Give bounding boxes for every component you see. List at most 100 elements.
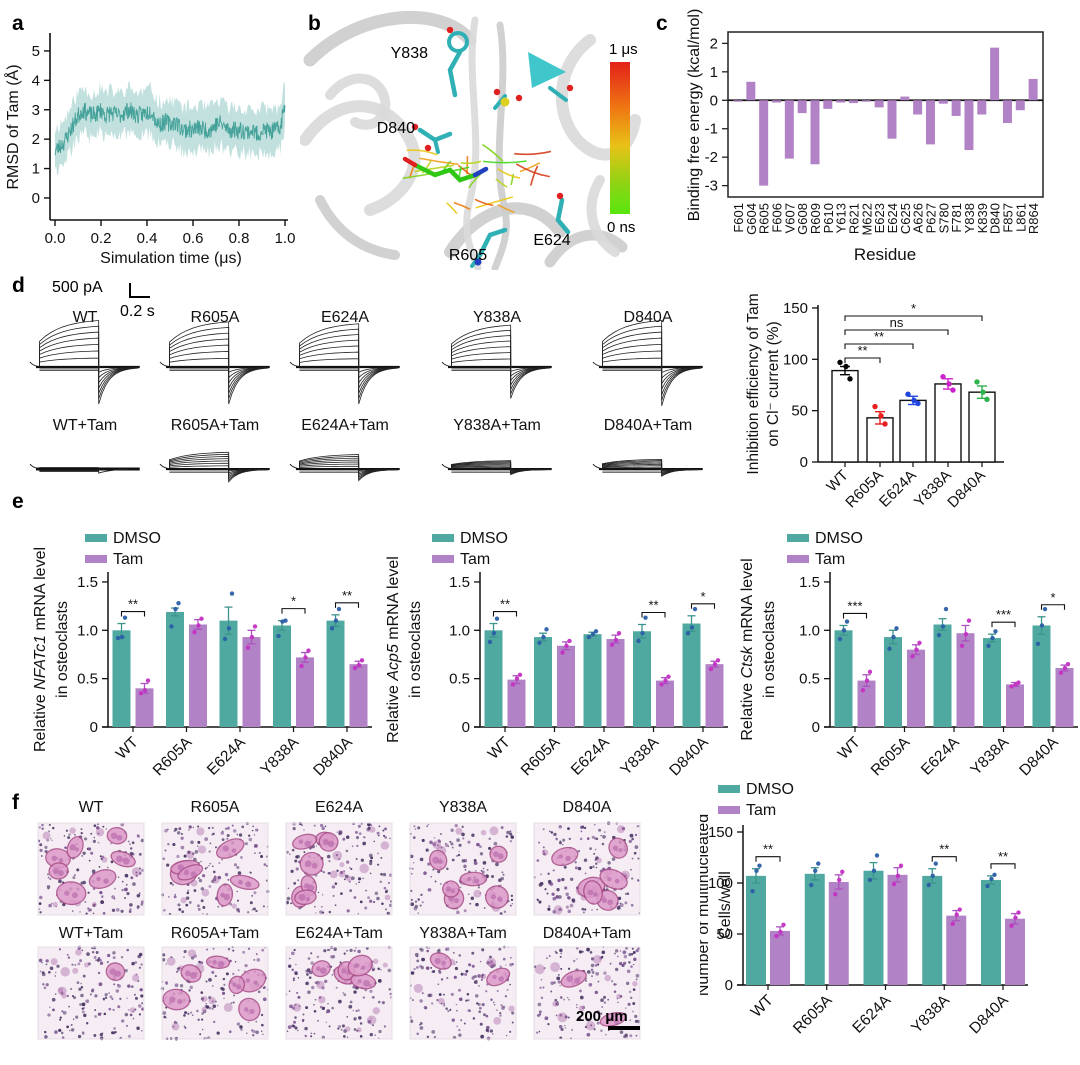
svg-text:*: * xyxy=(291,594,296,609)
svg-text:D840A: D840A xyxy=(944,467,988,511)
svg-text:E623: E623 xyxy=(872,203,887,233)
panel-label-a: a xyxy=(12,12,24,35)
significance-brackets: ***** xyxy=(492,589,716,618)
panel-b-structure: Y838 D840 R605 E624 1 μs 0 ns xyxy=(300,11,641,270)
svg-text:0: 0 xyxy=(90,719,98,736)
data-point xyxy=(882,421,888,427)
trace-label: E624A+Tam xyxy=(301,417,389,434)
svg-text:100: 100 xyxy=(708,875,733,892)
svg-text:5: 5 xyxy=(32,43,40,60)
residue-bar xyxy=(938,100,948,104)
svg-text:**: ** xyxy=(648,597,658,612)
svg-text:1.5: 1.5 xyxy=(799,574,820,591)
svg-text:-2: -2 xyxy=(705,149,718,166)
trace-label: WT xyxy=(73,309,98,326)
axes: 0 1 2 3 4 5 0.0 0.2 0.4 0.6 0.8 1.0 Simulation time … xyxy=(3,33,295,267)
data-point xyxy=(837,636,843,642)
panel-f-microscopy-grid: WT R605A E624A Y838A D840A WT+Tam R605A+Tam E62… xyxy=(37,799,641,1041)
svg-text:R605A: R605A xyxy=(150,733,196,779)
data-point xyxy=(966,618,972,623)
data-point xyxy=(689,625,695,630)
protein-structure-rendering xyxy=(300,11,641,270)
data-point xyxy=(643,615,648,620)
axes: 0 0.5 1.0 1.5 Relative NFATc1 mRNA level in o… xyxy=(32,547,372,752)
svg-text:1: 1 xyxy=(710,64,718,81)
residue-bar xyxy=(913,100,923,115)
dmso-bar-e624a xyxy=(863,870,884,985)
svg-text:**: ** xyxy=(874,329,884,344)
image-scalebar xyxy=(608,1026,640,1030)
microscopy-d840a: D840A xyxy=(533,799,641,916)
dmso-bar-r605a xyxy=(884,637,902,727)
data-point xyxy=(119,634,125,640)
dmso-bar-y838a xyxy=(922,875,943,985)
legend-label: Tam xyxy=(113,551,143,568)
svg-text:Simulation time (μs): Simulation time (μs) xyxy=(100,250,242,267)
rmsd-line xyxy=(54,102,286,156)
data-point xyxy=(142,688,148,693)
data-point xyxy=(974,379,980,385)
trace-d840a: D840A xyxy=(592,309,703,407)
data-point xyxy=(1062,665,1068,671)
svg-text:0: 0 xyxy=(812,719,820,736)
svg-text:R605A: R605A xyxy=(518,733,564,779)
svg-text:150: 150 xyxy=(708,824,733,841)
data-point xyxy=(276,633,281,639)
svg-text:0.5: 0.5 xyxy=(799,671,820,688)
data-point xyxy=(936,632,942,638)
tam-bar-wt xyxy=(135,688,154,727)
dmso-bar-d840a xyxy=(682,623,701,727)
svg-text:1.0: 1.0 xyxy=(799,622,820,639)
data-point xyxy=(613,637,619,643)
time-colorbar xyxy=(610,62,630,214)
residue-bar xyxy=(887,100,897,139)
residue-bar xyxy=(951,100,961,116)
data-point xyxy=(616,631,622,636)
data-point xyxy=(860,688,866,693)
data-point xyxy=(1065,661,1071,667)
category-labels: F601G604R605F606V607G608R609P610Y613R621… xyxy=(731,203,1041,236)
legend-label: DMSO xyxy=(113,530,161,547)
svg-text:0: 0 xyxy=(725,977,733,994)
dmso-bar-r605a xyxy=(804,873,825,985)
axes: -3 -2 -1 0 1 2 Binding free energy (kcal/mol) R… xyxy=(686,9,1044,264)
data-points xyxy=(487,606,721,687)
residue-bar xyxy=(772,100,782,103)
bars xyxy=(746,870,1025,985)
data-point xyxy=(299,663,304,669)
residue-bar xyxy=(759,100,769,186)
dmso-bar-y838a xyxy=(273,625,291,727)
panel-label-d: d xyxy=(12,274,25,297)
svg-text:S780: S780 xyxy=(936,203,951,233)
data-point xyxy=(249,634,255,640)
svg-text:in osteoclasts: in osteoclasts xyxy=(761,601,778,698)
svg-text:50: 50 xyxy=(716,926,733,943)
data-point xyxy=(491,631,497,636)
data-point xyxy=(590,631,596,637)
residue-bar xyxy=(746,81,756,101)
svg-text:K839: K839 xyxy=(975,203,990,233)
tam-bar-d840a xyxy=(1055,668,1074,727)
residue-label-e624: E624 xyxy=(533,232,570,249)
bar-d840a xyxy=(968,391,996,463)
panel-label-b: b xyxy=(308,12,321,35)
tam-bar-r605a xyxy=(907,649,925,727)
svg-text:0.4: 0.4 xyxy=(137,230,158,247)
data-point xyxy=(895,873,901,879)
panel-d-current-traces: 500 pA 0.2 s WT R605A E624A Y838A D840A WT+Ta… xyxy=(29,279,703,483)
data-point xyxy=(560,650,565,655)
tam-bar-r605a xyxy=(828,881,849,985)
residue-bar xyxy=(810,100,820,165)
trace-label: E624A xyxy=(321,309,369,326)
svg-text:E624A: E624A xyxy=(876,467,920,511)
data-point xyxy=(872,403,878,410)
data-point xyxy=(950,387,956,393)
data-point xyxy=(283,618,288,623)
data-point xyxy=(933,861,938,866)
data-point xyxy=(1016,910,1021,915)
svg-text:D840A: D840A xyxy=(1016,733,1062,779)
residue-label-r605: R605 xyxy=(449,247,487,264)
scalebar-time-label: 0.2 s xyxy=(120,303,155,320)
